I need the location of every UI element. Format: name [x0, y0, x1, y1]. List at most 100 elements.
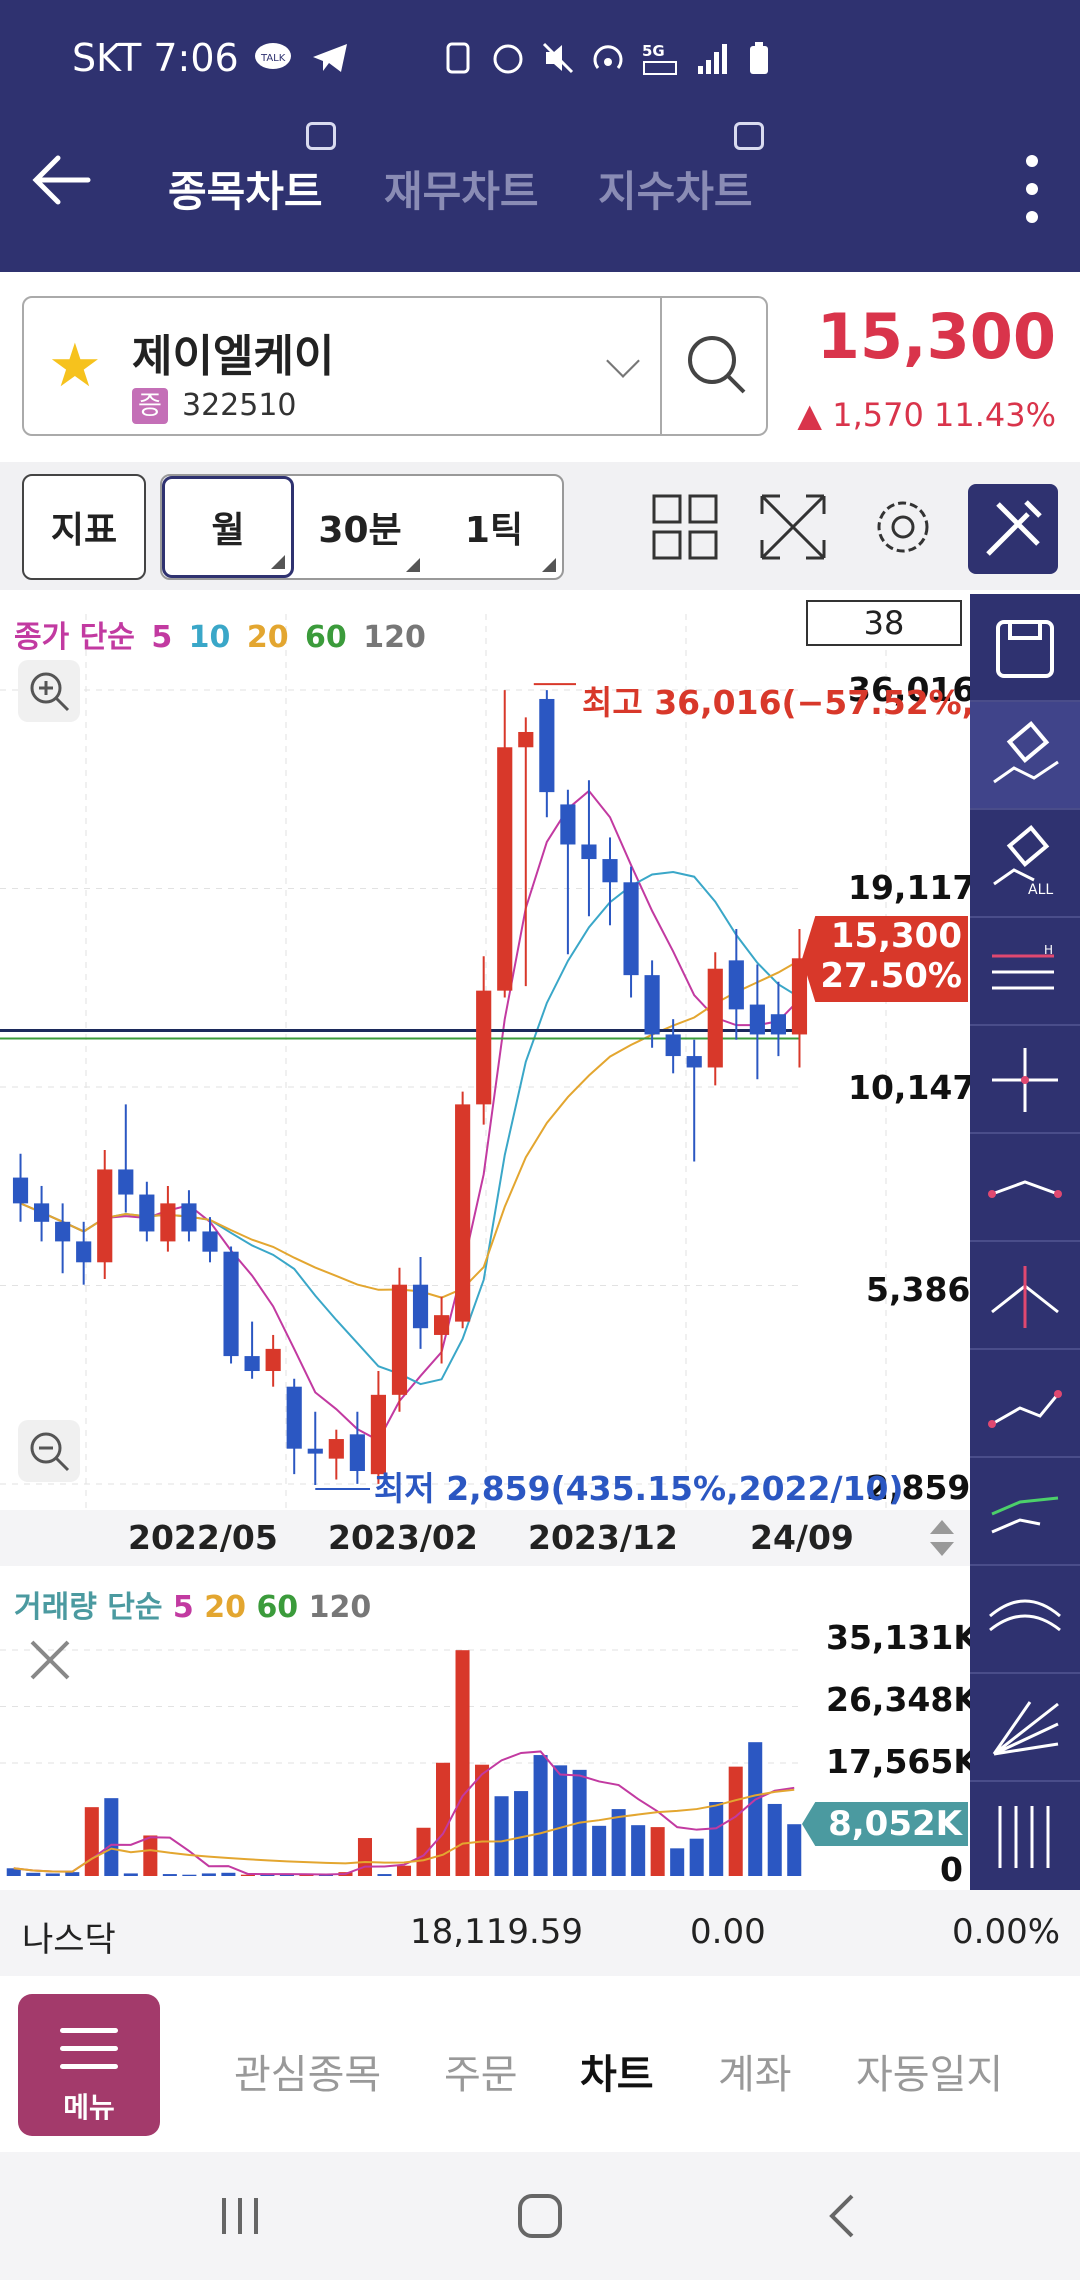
- candle-body: [476, 990, 492, 1105]
- candle-body: [539, 698, 555, 793]
- vertical-lines-tool[interactable]: [970, 1782, 1080, 1890]
- market-name: 나스닥: [22, 1920, 116, 1960]
- candle-body: [581, 844, 597, 860]
- nav-account[interactable]: 계좌: [718, 2052, 792, 2098]
- menu-button[interactable]: 메뉴: [18, 1994, 160, 2136]
- chevron-down-icon[interactable]: [606, 344, 640, 378]
- crosshair-tool[interactable]: [970, 1026, 1080, 1134]
- fan-icon: [992, 1701, 1059, 1756]
- status-bar: SKT 7:06 TALK: [72, 36, 351, 80]
- volume-bar: [592, 1825, 607, 1876]
- vline-icon: [991, 1266, 1059, 1328]
- status-icons: 5G: [440, 40, 774, 76]
- battery-icon: [750, 42, 768, 74]
- volume-bar: [416, 1827, 431, 1876]
- volume-bar: [240, 1874, 255, 1876]
- nav-auto-journal[interactable]: 자동일지: [856, 2052, 1004, 2098]
- volume-bar: [767, 1803, 782, 1876]
- candle-body: [97, 1169, 113, 1263]
- grid-layout-icon[interactable]: [640, 482, 730, 572]
- x-tick: 2022/05: [128, 1518, 278, 1557]
- line-tool[interactable]: [970, 1350, 1080, 1458]
- period-1tick[interactable]: 1틱: [426, 476, 562, 578]
- volume-bar: [455, 1650, 470, 1876]
- nav-order[interactable]: 주문: [444, 2052, 518, 2098]
- x-tick: 2023/02: [328, 1518, 478, 1557]
- vol-y-tick: 0: [940, 1850, 963, 1889]
- eraser-all-tool[interactable]: ALL: [970, 810, 1080, 918]
- stock-code: 322510: [182, 388, 297, 423]
- volume-bar: [123, 1873, 138, 1876]
- high-annotation: 최고 36,016(−57.52%,20: [582, 683, 1021, 722]
- period-30min[interactable]: 30분: [294, 476, 426, 578]
- vol-y-tick: 26,348K: [826, 1680, 979, 1719]
- volume-bar: [611, 1809, 626, 1876]
- recent-apps-icon[interactable]: [210, 2192, 270, 2240]
- zoom-out-button[interactable]: [18, 1420, 80, 1482]
- trendline-tool[interactable]: [970, 1134, 1080, 1242]
- vline-tool[interactable]: [970, 1242, 1080, 1350]
- last-volume-tag: 8,052K: [802, 1802, 968, 1846]
- drawing-sidebar: ALL H: [970, 594, 1080, 1890]
- scroll-updown-icon[interactable]: [924, 1514, 960, 1562]
- drawing-tools-button[interactable]: [968, 484, 1058, 574]
- fullscreen-icon[interactable]: [748, 482, 838, 572]
- y-tick: 36,016: [848, 670, 976, 709]
- favorite-star-icon[interactable]: ★: [48, 331, 102, 401]
- home-icon[interactable]: [510, 2188, 570, 2244]
- candle-body: [55, 1221, 71, 1242]
- settings-gear-icon[interactable]: [858, 482, 948, 572]
- candle-count-box[interactable]: 38: [806, 600, 962, 646]
- x-axis-bar: [0, 1510, 970, 1566]
- candle-body: [12, 1177, 29, 1204]
- market-ticker[interactable]: 나스닥 18,119.59 0.00 0.00%: [0, 1890, 1080, 1976]
- candle-body: [265, 1348, 281, 1372]
- hotspot-icon: [593, 45, 623, 69]
- auto-trend-tool[interactable]: [970, 1458, 1080, 1566]
- indicator-button[interactable]: 지표: [22, 474, 146, 580]
- price-indicator-label: 종가 단순 5 10 20 60 120: [14, 620, 426, 655]
- candle-body: [560, 804, 576, 845]
- period-monthly[interactable]: 월: [162, 476, 294, 578]
- volume-bar: [65, 1872, 80, 1876]
- back-nav-icon[interactable]: [818, 2188, 868, 2244]
- volume-bar: [689, 1838, 704, 1876]
- volume-bar: [709, 1802, 724, 1876]
- more-menu-icon[interactable]: [1026, 155, 1038, 223]
- tab-stock-chart[interactable]: 종목차트: [168, 167, 323, 216]
- signal-icon: [698, 44, 727, 74]
- eraser-tool[interactable]: [970, 702, 1080, 810]
- zoom-in-button[interactable]: [18, 660, 80, 722]
- top-bar: SKT 7:06 TALK 5G 종목차트 재무차트 지수차트: [0, 0, 1080, 272]
- save-tool[interactable]: [970, 594, 1080, 702]
- nav-watchlist[interactable]: 관심종목: [234, 2052, 382, 2098]
- hcl-tool[interactable]: H: [970, 918, 1080, 1026]
- ma-line: [20, 959, 800, 1299]
- search-button[interactable]: [660, 298, 768, 434]
- x-tick: 24/09: [750, 1518, 854, 1557]
- close-volume-icon[interactable]: [22, 1632, 78, 1688]
- back-arrow-icon[interactable]: [28, 150, 98, 210]
- svg-text:5G: 5G: [642, 42, 665, 60]
- market-badge: 증: [132, 388, 168, 424]
- candle-body: [686, 1056, 702, 1068]
- candle-body: [328, 1439, 344, 1459]
- tab-index-chart[interactable]: 지수차트: [598, 167, 753, 216]
- price-chart[interactable]: [0, 594, 970, 1890]
- candle-body: [518, 731, 534, 748]
- price-chart-svg: [0, 614, 887, 1510]
- chart-toolbar: 지표 월 30분 1틱: [0, 462, 1080, 590]
- volume-bar: [6, 1868, 21, 1876]
- crosshair-icon: [992, 1048, 1058, 1112]
- fan-tool[interactable]: [970, 1566, 1080, 1674]
- volume-bar: [436, 1762, 451, 1876]
- gann-fan-tool[interactable]: [970, 1674, 1080, 1782]
- zoom-in-icon: [30, 672, 70, 712]
- tab-finance-chart[interactable]: 재무차트: [384, 167, 539, 216]
- eraser-icon: [993, 720, 1059, 784]
- stock-selector[interactable]: ★ 제이엘케이 증 322510: [22, 296, 768, 436]
- x-tick: 2023/12: [528, 1518, 678, 1557]
- volume-bar: [377, 1874, 392, 1876]
- nav-chart[interactable]: 차트: [580, 2052, 654, 2098]
- volume-indicator-label: 거래량 단순 5 20 60 120: [14, 1590, 372, 1625]
